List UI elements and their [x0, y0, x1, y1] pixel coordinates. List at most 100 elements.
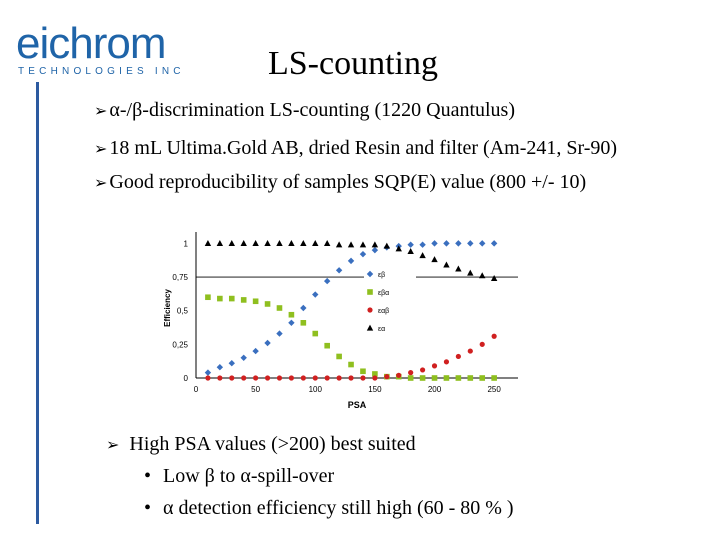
data-point	[252, 298, 259, 305]
bullet-high-psa: ➢ High PSA values (>200) best suited	[106, 432, 416, 457]
data-point	[455, 353, 461, 360]
data-point	[407, 375, 414, 381]
data-point	[367, 289, 373, 295]
bullet-text: α-/β-discrimination LS-counting (1220 Qu…	[109, 99, 516, 121]
data-point	[479, 240, 486, 247]
data-point	[276, 239, 283, 246]
data-point	[348, 375, 354, 381]
data-point	[408, 370, 414, 376]
bullet-text: Good reproducibility of samples SQP(E) v…	[109, 171, 587, 193]
legend-box	[364, 264, 416, 342]
data-point	[300, 239, 307, 246]
data-point	[228, 295, 235, 302]
data-point	[455, 240, 462, 247]
data-point	[276, 305, 283, 311]
arrow-bullet-icon: ➢	[94, 139, 108, 158]
data-point	[216, 364, 224, 371]
arrow-bullet-icon: ➢	[94, 101, 108, 120]
data-point	[276, 375, 283, 381]
arrow-bullet-icon: ➢	[106, 435, 120, 454]
data-point	[467, 375, 474, 381]
data-point	[204, 239, 212, 246]
data-point	[455, 265, 462, 272]
data-point	[264, 375, 271, 381]
bullet-reproducibility: ➢ Good reproducibility of samples SQP(E) …	[94, 170, 586, 195]
plot-area: 0 0,25 0,5 0,75 1 0 50 100 150 200 250 PSA Efficienc…	[163, 232, 518, 410]
logo-wordmark: eichrom	[16, 19, 166, 68]
data-point	[467, 269, 474, 276]
data-point	[431, 363, 438, 369]
data-point	[371, 241, 379, 248]
data-point	[479, 272, 486, 279]
data-point	[467, 240, 474, 247]
x-tick-label: 200	[428, 385, 442, 394]
data-point	[217, 375, 223, 381]
legend-label: εαβ	[378, 308, 389, 315]
data-point	[276, 330, 283, 337]
sub-bullet-spillover: • Low β to α-spill-over	[144, 464, 334, 488]
data-point	[419, 375, 426, 381]
data-point	[205, 375, 211, 381]
data-point	[252, 239, 259, 246]
data-point	[288, 375, 295, 381]
data-point	[253, 375, 259, 381]
y-tick-label: 0,5	[177, 307, 189, 316]
efficiency-psa-chart: 0 0,25 0,5 0,75 1 0 50 100 150 200 250 PSA Efficienc…	[163, 232, 518, 410]
sub-bullet-text: α detection efficiency still high (60 - …	[163, 497, 514, 519]
data-point	[204, 369, 212, 376]
data-point	[347, 241, 355, 248]
x-tick-label: 0	[194, 385, 199, 394]
data-point	[229, 375, 235, 381]
data-point	[241, 375, 247, 381]
bullet-text: High PSA values (>200) best suited	[129, 433, 416, 455]
legend-label: εβ	[378, 272, 385, 279]
logo-subtitle: TECHNOLOGIES INC	[18, 66, 185, 77]
sub-bullet-text: Low β to α-spill-over	[163, 465, 335, 487]
x-tick-label: 100	[309, 385, 323, 394]
x-tick-label: 150	[368, 385, 382, 394]
data-point	[336, 375, 342, 381]
y-tick-label: 1	[184, 239, 189, 248]
x-tick-label: 50	[251, 385, 260, 394]
data-point	[419, 367, 426, 373]
data-point	[252, 347, 259, 355]
data-point	[336, 353, 342, 360]
x-tick-label: 250	[487, 385, 501, 394]
data-point	[371, 246, 379, 254]
data-point	[324, 342, 330, 349]
dot-bullet-icon: •	[144, 465, 152, 487]
bullet-text: 18 mL Ultima.Gold AB, dried Resin and fi…	[109, 137, 618, 159]
data-point	[407, 248, 414, 255]
left-accent-bar	[36, 82, 39, 524]
data-point	[264, 239, 271, 246]
data-point	[324, 375, 330, 381]
data-point	[360, 368, 366, 375]
data-point	[431, 375, 438, 381]
data-point	[335, 267, 343, 274]
data-point	[467, 348, 473, 354]
bullet-discrimination: ➢ α-/β-discrimination LS-counting (1220 Q…	[94, 98, 515, 123]
data-point	[443, 359, 450, 365]
data-point	[312, 330, 319, 337]
y-tick-label: 0	[184, 374, 189, 383]
dot-bullet-icon: •	[144, 497, 152, 519]
data-point	[300, 320, 307, 326]
data-point	[372, 371, 378, 377]
data-point	[312, 375, 318, 381]
data-point	[217, 295, 223, 302]
data-point	[312, 239, 319, 246]
data-point	[490, 240, 498, 247]
data-point	[384, 374, 390, 380]
data-point	[367, 307, 373, 313]
data-point	[335, 241, 343, 248]
legend-label: εβα	[378, 290, 389, 297]
data-point	[216, 239, 224, 246]
data-point	[395, 245, 402, 252]
data-point	[490, 274, 498, 281]
data-point	[323, 277, 331, 285]
data-point	[419, 252, 426, 259]
data-point	[366, 270, 374, 278]
data-point	[396, 372, 402, 378]
arrow-bullet-icon: ➢	[94, 173, 108, 192]
data-point	[431, 256, 438, 263]
